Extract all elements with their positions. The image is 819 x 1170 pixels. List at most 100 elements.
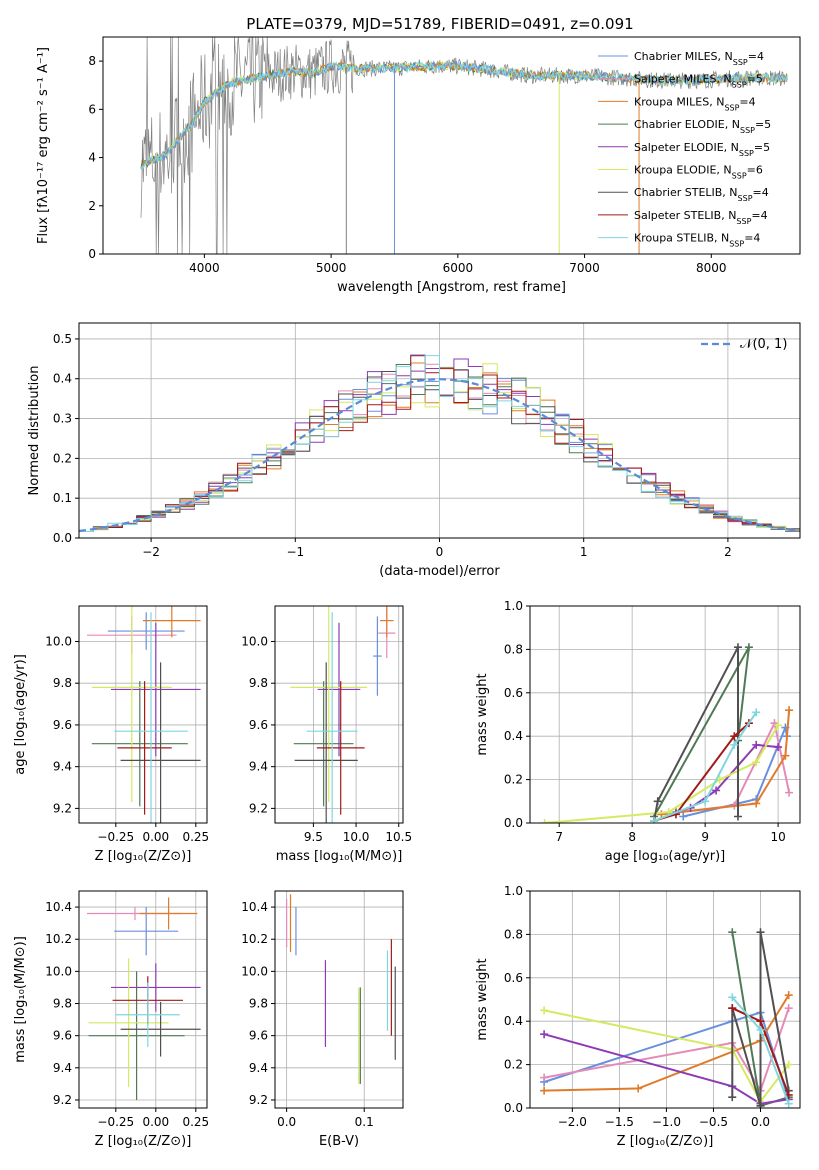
weight-marker xyxy=(733,643,742,652)
weight-marker xyxy=(752,708,761,717)
errorbar-point xyxy=(317,622,361,757)
y-tick-label: 9.4 xyxy=(249,760,268,774)
model-spectrum xyxy=(140,61,788,170)
errorbar-point xyxy=(139,897,198,930)
y-tick-label: 10.2 xyxy=(241,932,268,946)
errorbar-point xyxy=(91,606,172,803)
weight-marker xyxy=(752,799,761,808)
weight-marker xyxy=(756,928,765,937)
weight-line xyxy=(544,994,790,1092)
legend-entry: Kroupa ELODIE, NSSP=6 xyxy=(634,164,763,181)
weight-marker xyxy=(752,740,761,749)
y-tick-label: 0.4 xyxy=(504,1014,523,1028)
y-tick-label: 10.0 xyxy=(241,964,268,978)
weight-marker xyxy=(540,1006,549,1015)
y-tick-label: 9.2 xyxy=(249,801,268,815)
weight-marker xyxy=(728,993,737,1002)
y-tick-label: 0.0 xyxy=(53,531,72,545)
x-tick-label: 9 xyxy=(701,830,709,844)
y-tick-label: 10.4 xyxy=(241,900,268,914)
x-tick-label: 7 xyxy=(555,830,563,844)
weight-line xyxy=(544,724,779,823)
y-tick-label: 9.4 xyxy=(249,1061,268,1075)
y-tick-label: 0.2 xyxy=(53,451,72,465)
y-tick-label: 9.6 xyxy=(249,1029,268,1043)
weight-line xyxy=(653,711,758,822)
weight-marker xyxy=(781,751,790,760)
y-tick-label: 6 xyxy=(88,102,96,116)
x-tick-label: −0.25 xyxy=(97,1115,134,1129)
x-tick-label: −2.0 xyxy=(558,1115,587,1129)
age_vs_Z-plot xyxy=(87,606,201,823)
weight-marker xyxy=(774,743,783,752)
weight-marker xyxy=(744,643,753,652)
x-tick-label: −2 xyxy=(142,545,160,559)
y-tick-label: 9.2 xyxy=(53,1093,72,1107)
y-tick-label: 2 xyxy=(88,199,96,213)
y-tick-label: 0.8 xyxy=(504,927,523,941)
errorbar-point xyxy=(115,982,180,1047)
errorbar-point xyxy=(107,612,185,650)
x-tick-label: 8 xyxy=(628,830,636,844)
y-tick-label: 8 xyxy=(88,54,96,68)
y-axis-label: mass weight xyxy=(475,958,490,1040)
y-axis-label: mass weight xyxy=(475,673,490,755)
errorbar-point xyxy=(143,606,201,638)
mass_weight_vs_age-axes: 7 8 9 10 0.0 0.2 0.4 0.6 0.8 1.0 age [log₁₀(age/yr… xyxy=(475,599,801,864)
residuals-plot xyxy=(79,354,800,538)
weight-marker xyxy=(540,1073,549,1082)
weight-marker xyxy=(785,788,794,797)
weight-marker xyxy=(785,706,794,715)
mass_vs_Z-frame xyxy=(78,890,208,1109)
x-tick-label: 10 xyxy=(770,830,785,844)
legend-entry: Kroupa STELIB, NSSP=4 xyxy=(634,232,760,249)
model-spectrum xyxy=(140,60,788,170)
y-tick-label: 9.8 xyxy=(53,676,72,690)
y-tick-label: 10.0 xyxy=(45,634,72,648)
x-tick-label: −0.5 xyxy=(699,1115,728,1129)
y-tick-label: 0.6 xyxy=(504,971,523,985)
x-axis-label: Z [log₁₀(Z/Z⊙)] xyxy=(617,1134,714,1149)
weight-line xyxy=(661,710,791,816)
weight-marker xyxy=(730,740,739,749)
y-tick-label: 10.4 xyxy=(45,900,72,914)
y-tick-label: 0.8 xyxy=(504,642,523,656)
residuals-frame xyxy=(78,322,801,539)
weight-marker xyxy=(540,819,549,823)
x-axis-label: mass [log₁₀(M/M⊙)] xyxy=(276,849,403,864)
errorbar-point xyxy=(120,662,201,823)
spectrum-axes: 4000 5000 6000 7000 8000 0 2 4 6 8 wavelength [Ang… xyxy=(36,36,801,295)
weight-series xyxy=(728,993,793,1108)
weight-marker xyxy=(784,1060,793,1069)
weight-line xyxy=(543,1033,789,1105)
mass_weight_vs_Z-axes: −2.0 −1.5 −1.0 −0.5 0.0 0.0 0.2 0.4 0.6 0.8 1.0 Z [… xyxy=(475,884,801,1149)
legend-entry: Chabrier STELIB, NSSP=4 xyxy=(634,186,769,203)
x-axis-label: Z [log₁₀(Z/Z⊙)] xyxy=(95,1134,192,1149)
normal-curve xyxy=(79,378,800,533)
y-tick-label: 0.5 xyxy=(53,332,72,346)
y-tick-label: 9.8 xyxy=(249,676,268,690)
age_vs_mass-frame xyxy=(274,605,404,824)
weight-line xyxy=(543,1009,790,1104)
weight-marker xyxy=(634,1084,643,1093)
errorbar-point xyxy=(88,958,169,1088)
weight-marker xyxy=(728,928,737,937)
x-tick-label: −1.0 xyxy=(652,1115,681,1129)
x-tick-label: 7000 xyxy=(569,261,600,275)
errorbar-point xyxy=(111,622,201,757)
weight-marker xyxy=(712,786,721,795)
legend-entry: Kroupa MILES, NSSP=4 xyxy=(634,95,756,112)
spectrum-legend: Chabrier MILES, NSSP=4 Salpeter MILES, NS… xyxy=(598,50,771,248)
legend-entry: 𝒩(0, 1) xyxy=(740,337,787,352)
weight-marker xyxy=(756,1101,765,1108)
y-tick-label: 10.0 xyxy=(241,634,268,648)
x-tick-label: 10.0 xyxy=(343,830,370,844)
errorbar-point xyxy=(290,606,368,803)
age_vs_Z-axes: −0.25 0.00 0.25 9.2 9.4 9.6 9.8 10.0 Z [log₁₀(Z/… xyxy=(13,605,209,864)
mass_vs_Z-axes: −0.25 0.00 0.25 9.2 9.4 9.6 9.8 10.0 10.2 10.4 Z [… xyxy=(13,890,209,1149)
x-tick-label: 0.25 xyxy=(182,830,209,844)
errorbar-point xyxy=(91,681,188,807)
spectrum-plot xyxy=(140,37,788,254)
